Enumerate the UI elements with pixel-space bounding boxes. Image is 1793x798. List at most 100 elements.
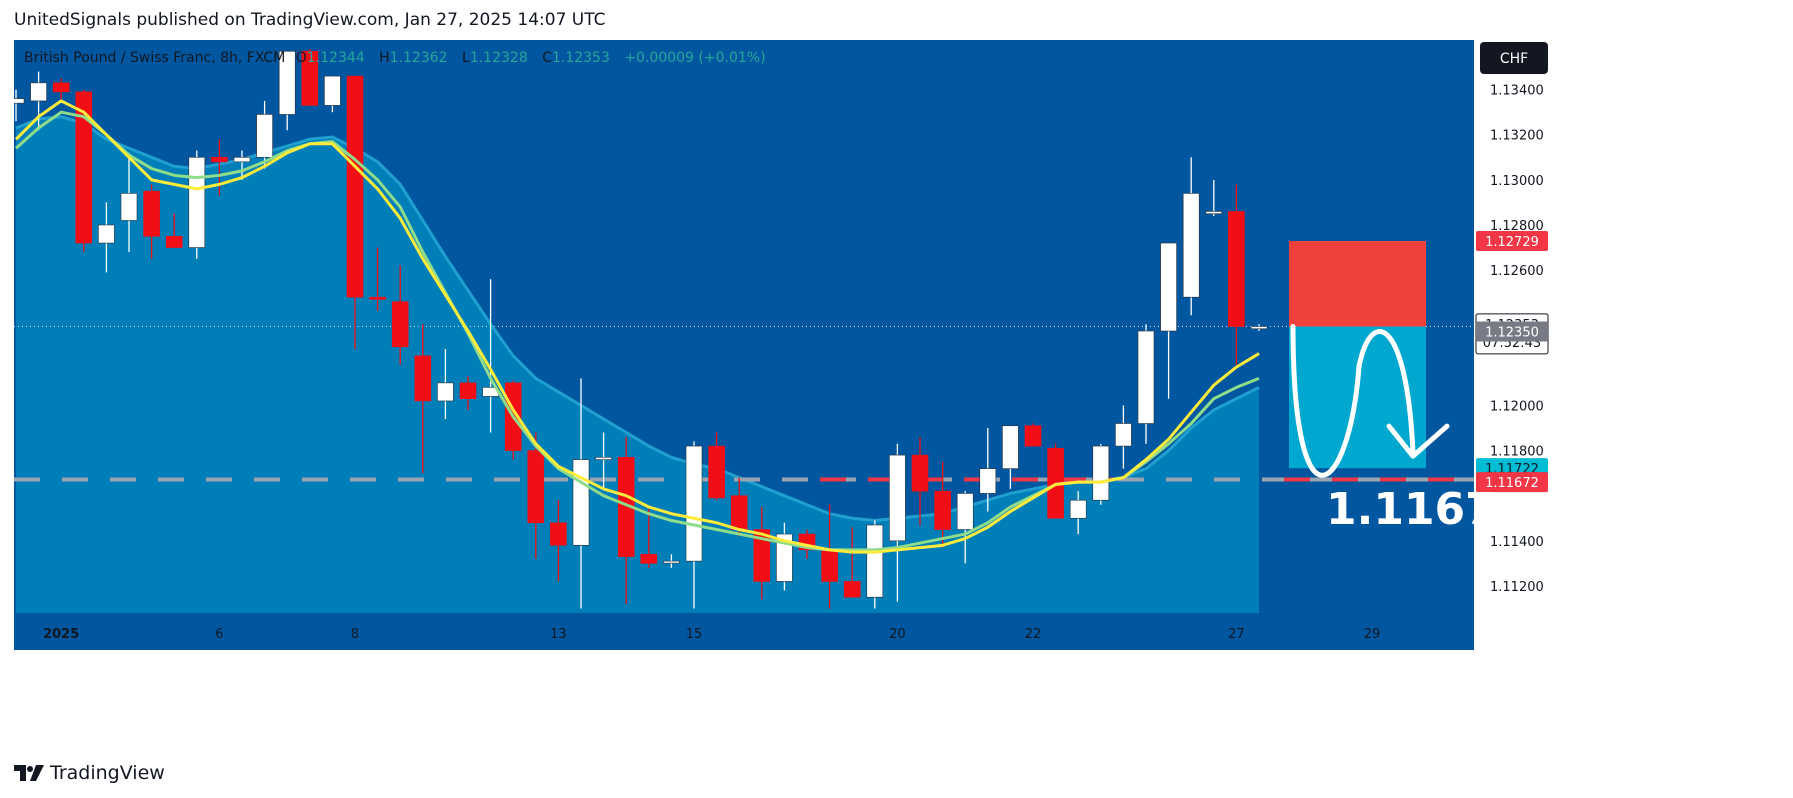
- candle-body: [211, 157, 228, 163]
- forecast-path: [1290, 324, 1416, 478]
- legend-high-value: 1.12362: [390, 50, 448, 66]
- candle-body: [165, 235, 183, 248]
- price-axis-tick-label: 1.12000: [1490, 399, 1544, 414]
- candle-body: [776, 533, 793, 582]
- forecast-arrow-head: [1386, 423, 1450, 459]
- legend-high-label: H: [379, 50, 390, 66]
- publish-info: UnitedSignals published on TradingView.c…: [14, 10, 606, 30]
- price-axis-tick-label: 1.12600: [1490, 264, 1544, 279]
- candle-body: [640, 554, 658, 564]
- candle-body: [843, 581, 861, 598]
- currency-button[interactable]: CHF: [1480, 42, 1548, 74]
- candle-body: [934, 490, 951, 530]
- trade-zone-layer: [1289, 241, 1450, 478]
- candle-body: [52, 82, 70, 93]
- axis-layer: 1.13400 1.13200 1.13000 1.12800 1.12600 1.120…: [43, 84, 1549, 642]
- svg-text:British Pound / Swiss Franc, 8: British Pound / Swiss Franc, 8h, FXCM O 1…: [24, 50, 766, 66]
- candle-body: [120, 193, 138, 221]
- legend-low-value: 1.12328: [470, 50, 528, 66]
- candle-body: [595, 457, 612, 460]
- candle-body: [527, 450, 545, 524]
- stop-price-label: 1.12729: [1476, 231, 1548, 252]
- stop-loss-zone: [1289, 241, 1426, 327]
- candle-body: [1160, 242, 1177, 332]
- tradingview-logo-text: TradingView: [50, 762, 165, 784]
- entry-price-label-box: [1476, 321, 1548, 342]
- candle-body: [301, 50, 319, 106]
- tradingview-logo-icon: [14, 765, 44, 781]
- candle-body: [1115, 423, 1132, 447]
- fast-ma-line: [14, 99, 1260, 554]
- support-price-label: 1.11672: [1476, 472, 1548, 493]
- stop-price-label-box: [1476, 231, 1548, 252]
- entry-price-label: 1.12350: [1476, 321, 1548, 342]
- candle-body: [979, 468, 997, 494]
- currency-button-label: CHF: [1500, 51, 1528, 67]
- candle-body: [821, 549, 838, 582]
- candle-body: [730, 495, 748, 530]
- price-axis-tick-label: 1.11800: [1490, 445, 1544, 460]
- legend-close-label: C: [542, 50, 552, 66]
- legend-low-label: L: [462, 50, 470, 66]
- price-axis-tick-label: 1.13000: [1490, 174, 1544, 189]
- time-axis-tick-label: 22: [1025, 627, 1042, 642]
- price-chart[interactable]: 1.13400 1.13200 1.13000 1.12800 1.12600 1.120…: [7, 40, 1779, 745]
- candle-body: [753, 529, 771, 582]
- candle-body: [75, 91, 93, 244]
- price-axis-tick-label: 1.13200: [1490, 129, 1544, 144]
- candle-body: [1205, 211, 1223, 215]
- candle-body: [708, 445, 725, 499]
- candle-body: [437, 382, 454, 402]
- stop-price-label-text: 1.12729: [1485, 235, 1539, 250]
- legend-symbol: British Pound / Swiss Franc, 8h, FXCM: [24, 50, 285, 66]
- candle-body: [1228, 211, 1245, 327]
- candle-body: [956, 493, 974, 530]
- candle-body: [663, 560, 680, 564]
- candle-body: [459, 382, 477, 399]
- candle-body: [143, 190, 160, 237]
- candle-body: [256, 114, 273, 158]
- candle-body: [30, 82, 47, 102]
- candle-body: [685, 445, 703, 562]
- candle-body: [866, 524, 884, 598]
- chart-legend: British Pound / Swiss Franc, 8h, FXCM O 1…: [24, 50, 766, 66]
- candle-body: [346, 75, 364, 298]
- ma-band-area: [16, 116, 1259, 613]
- time-axis-tick-label: 2025: [43, 627, 79, 642]
- legend-close-value: 1.12353: [552, 50, 610, 66]
- candle-body: [391, 301, 409, 348]
- bottom-margin: [14, 650, 1779, 745]
- support-price-label-text: 1.11672: [1485, 476, 1539, 491]
- time-axis-tick-label: 29: [1364, 627, 1381, 642]
- candle-body: [1069, 499, 1087, 519]
- candle-body: [1002, 425, 1019, 469]
- candle-body: [1137, 330, 1155, 424]
- chart-area[interactable]: 1.13400 1.13200 1.13000 1.12800 1.12600 1.120…: [7, 40, 1779, 745]
- time-axis-background: [14, 613, 1474, 650]
- candle-body: [188, 157, 206, 248]
- time-axis-tick-label: 13: [550, 627, 567, 642]
- time-axis-tick-label: 15: [686, 627, 703, 642]
- price-axis-tick-label: 1.12800: [1490, 219, 1544, 234]
- candle-body: [369, 296, 386, 300]
- candle-body: [1250, 326, 1268, 330]
- legend-open-label: O: [296, 50, 307, 66]
- candle-body: [233, 157, 251, 163]
- time-axis-tick-label: 6: [215, 627, 223, 642]
- support-price-label-box: [1476, 472, 1548, 493]
- legend-change: +0.00009 (+0.01%): [624, 50, 765, 66]
- time-axis-tick-label: 20: [889, 627, 906, 642]
- price-axis-tick-label: 1.13400: [1490, 84, 1544, 99]
- time-axis-tick-label: 27: [1228, 627, 1245, 642]
- candle-body: [1182, 193, 1200, 298]
- price-axis-tick-label: 1.11200: [1490, 580, 1544, 595]
- tradingview-logo[interactable]: TradingView: [14, 760, 165, 786]
- candle-body: [550, 522, 567, 546]
- candle-body: [414, 355, 432, 402]
- candle-body: [1092, 445, 1110, 501]
- candle-body: [98, 224, 115, 244]
- candle-body: [324, 75, 341, 106]
- candle-body: [278, 50, 296, 115]
- candle-layer: [7, 49, 1268, 609]
- candle-body: [7, 98, 25, 104]
